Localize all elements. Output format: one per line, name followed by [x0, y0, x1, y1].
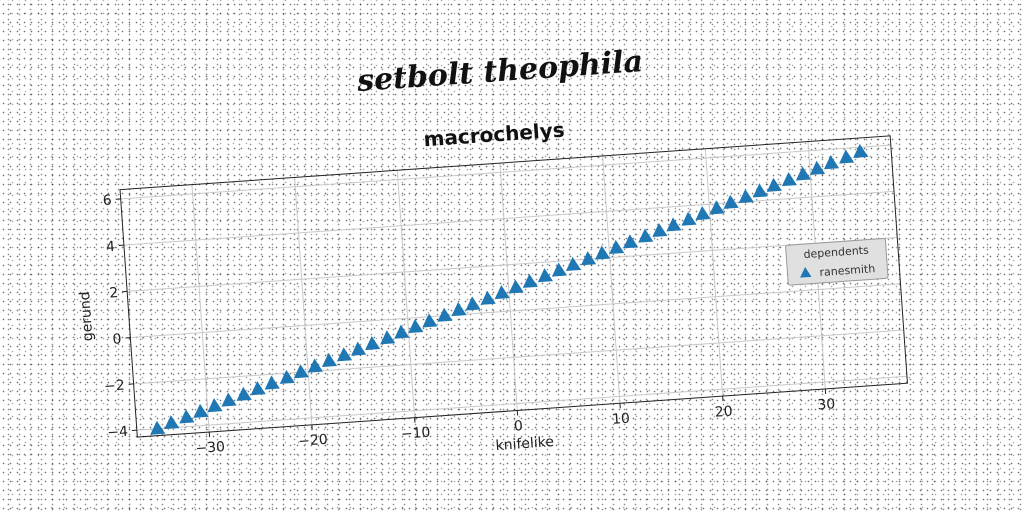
data-point	[293, 364, 309, 379]
series-ranesmith	[150, 143, 869, 435]
data-point	[580, 251, 597, 266]
data-point	[193, 403, 209, 418]
data-point	[164, 415, 180, 430]
data-point	[150, 420, 166, 435]
data-point	[666, 217, 682, 232]
data-point	[336, 347, 353, 362]
data-point	[236, 386, 252, 401]
x-tick-label: 0	[513, 418, 523, 435]
x-gridline	[499, 163, 518, 411]
data-point	[551, 262, 568, 277]
data-point	[380, 330, 396, 345]
data-point	[321, 352, 338, 368]
data-point	[365, 335, 381, 351]
data-point	[809, 160, 826, 175]
data-point	[351, 341, 367, 356]
data-point	[638, 228, 654, 243]
data-point	[681, 211, 697, 226]
data-point	[465, 296, 481, 311]
x-axis-label: knifelike	[495, 434, 554, 454]
data-point	[508, 279, 524, 294]
data-point	[394, 324, 410, 339]
y-tick-label: −2	[104, 378, 126, 395]
data-point	[738, 189, 754, 204]
x-tick-label: −20	[298, 432, 329, 450]
data-point	[695, 205, 711, 221]
data-point	[179, 409, 195, 424]
legend-box	[785, 238, 889, 286]
y-gridline	[136, 375, 907, 431]
data-point	[422, 313, 438, 328]
y-tick-label: −4	[107, 424, 129, 441]
data-point	[795, 166, 812, 181]
data-point	[207, 398, 223, 413]
data-point	[839, 149, 855, 164]
data-point	[250, 381, 266, 396]
x-gridline	[191, 184, 210, 433]
y-gridline	[133, 329, 904, 385]
y-axis-ticks: −4 −2 0 2 4 6	[102, 193, 137, 441]
data-point	[609, 239, 625, 255]
y-tick-label: 4	[106, 239, 116, 256]
data-point	[652, 222, 668, 238]
y-gridline	[130, 283, 901, 339]
data-point	[537, 268, 553, 283]
legend-title: dependents	[803, 244, 869, 262]
y-axis-label: gerund	[77, 291, 96, 342]
data-point	[480, 290, 496, 305]
data-point	[781, 172, 797, 187]
data-point	[494, 285, 510, 300]
data-point	[723, 194, 739, 209]
x-gridline	[396, 170, 416, 418]
data-point	[565, 256, 582, 271]
data-point	[264, 375, 280, 390]
x-tick-label: 30	[817, 396, 836, 413]
x-tick-label: 10	[612, 411, 631, 428]
legend-marker-ranesmith	[800, 267, 812, 278]
data-point	[623, 234, 639, 249]
data-point	[221, 392, 237, 407]
legend-label-ranesmith: ranesmith	[819, 262, 876, 279]
y-gridline	[123, 190, 895, 246]
x-gridline	[294, 177, 313, 425]
data-point	[451, 302, 467, 317]
data-point	[408, 319, 424, 334]
chart-title: macrochelys	[423, 118, 566, 152]
data-point	[766, 177, 782, 192]
data-point	[853, 143, 869, 158]
y-tick-label: 6	[102, 193, 112, 210]
plot-area	[119, 135, 908, 438]
data-point	[752, 183, 768, 198]
x-gridline	[704, 148, 724, 397]
data-point	[709, 200, 725, 215]
x-tick-label: −30	[195, 439, 226, 457]
x-tick-label: 20	[714, 403, 733, 420]
x-tick-label: −10	[400, 425, 431, 443]
x-gridline	[602, 155, 621, 404]
data-point	[522, 273, 538, 288]
grid	[120, 141, 907, 433]
data-point	[307, 358, 324, 373]
data-point	[279, 369, 295, 384]
data-point	[595, 245, 611, 260]
y-gridline	[120, 144, 891, 200]
y-tick-label: 0	[112, 331, 122, 348]
x-axis-ticks: −30 −20 −10 0 10 20 30	[195, 388, 836, 457]
data-point	[823, 155, 840, 170]
y-tick-label: 2	[109, 285, 119, 302]
legend: dependents ranesmith	[785, 238, 889, 286]
y-gridline	[127, 237, 898, 292]
data-point	[437, 307, 453, 322]
